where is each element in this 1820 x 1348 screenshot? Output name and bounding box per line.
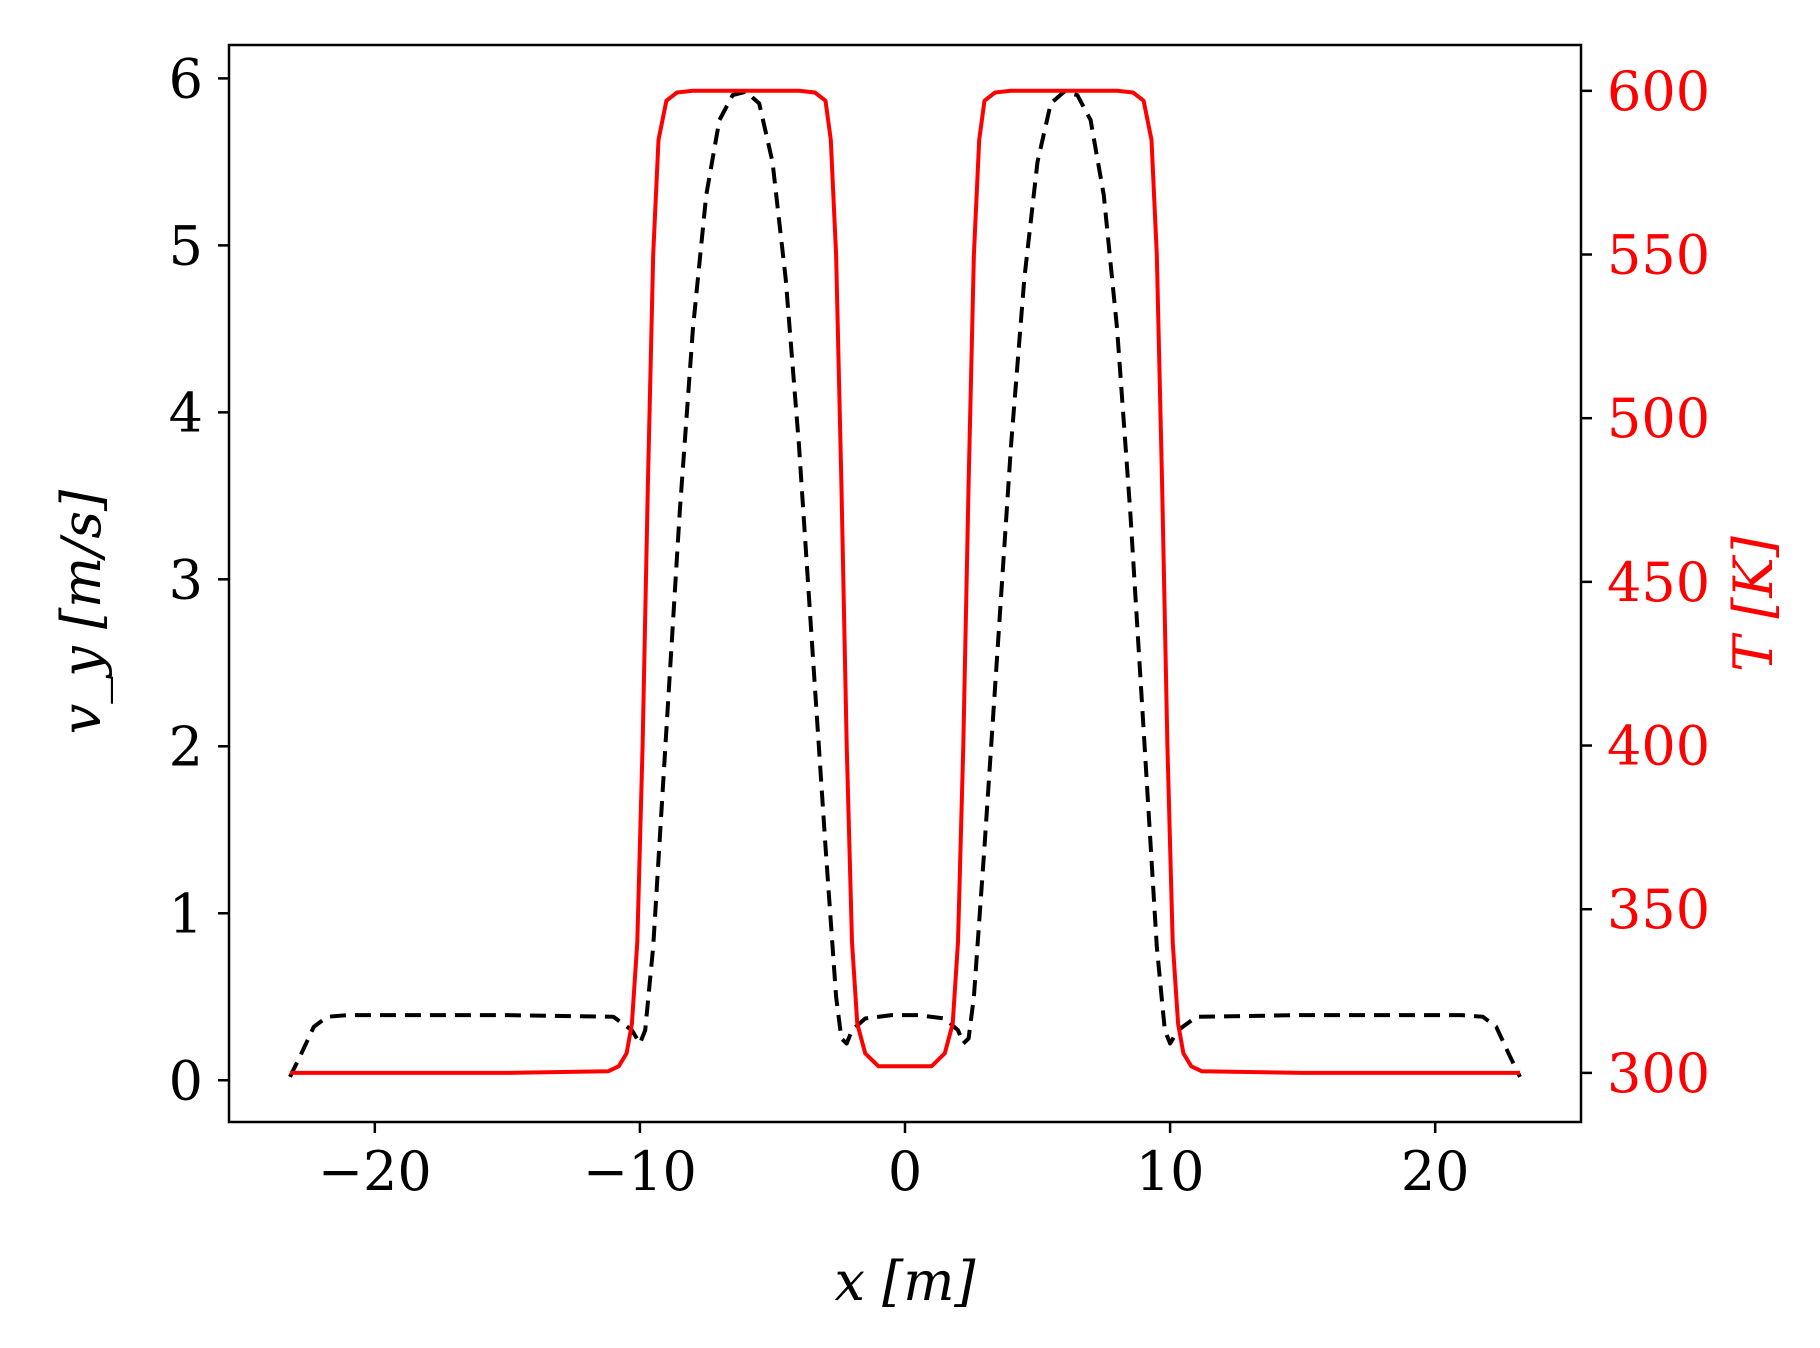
x-tick-label: 20 — [1401, 1140, 1470, 1203]
x-tick-label: 10 — [1136, 1140, 1205, 1203]
right-y-tick-label: 400 — [1607, 715, 1710, 778]
left-axis-ticks: 0 1 2 3 4 5 6 — [169, 47, 229, 1112]
left-y-tick-label: 6 — [169, 47, 203, 110]
x-axis-label: x [m] — [835, 1250, 977, 1313]
left-axis-label: v_y [m/s] — [50, 489, 113, 734]
plot-lines — [288, 88, 1522, 1078]
x-tick-label: −20 — [318, 1140, 432, 1203]
right-y-tick-label: 600 — [1607, 60, 1710, 123]
x-tick-label: −10 — [583, 1140, 697, 1203]
right-y-tick-label: 550 — [1607, 224, 1710, 287]
series-line-temperature — [290, 88, 1520, 1075]
right-y-tick-label: 300 — [1607, 1042, 1710, 1105]
x-axis-ticks: −20 −10 0 10 20 — [318, 1122, 1470, 1203]
series-line-velocity — [288, 89, 1522, 1078]
right-y-tick-label: 500 — [1607, 387, 1710, 450]
right-y-tick-label: 350 — [1607, 878, 1710, 941]
left-y-tick-label: 4 — [169, 381, 203, 444]
x-tick-label: 0 — [888, 1140, 922, 1203]
left-y-tick-label: 3 — [169, 548, 203, 611]
left-y-tick-label: 1 — [169, 882, 203, 945]
right-y-tick-label: 450 — [1607, 551, 1710, 614]
plot-frame — [227, 43, 1583, 1124]
left-y-tick-label: 5 — [169, 214, 203, 277]
right-axis-label: T [K] — [1722, 535, 1785, 672]
left-y-tick-label: 2 — [169, 715, 203, 778]
left-y-tick-label: 0 — [169, 1049, 203, 1112]
right-axis-ticks: 300 350 400 450 500 550 600 — [1581, 60, 1710, 1105]
